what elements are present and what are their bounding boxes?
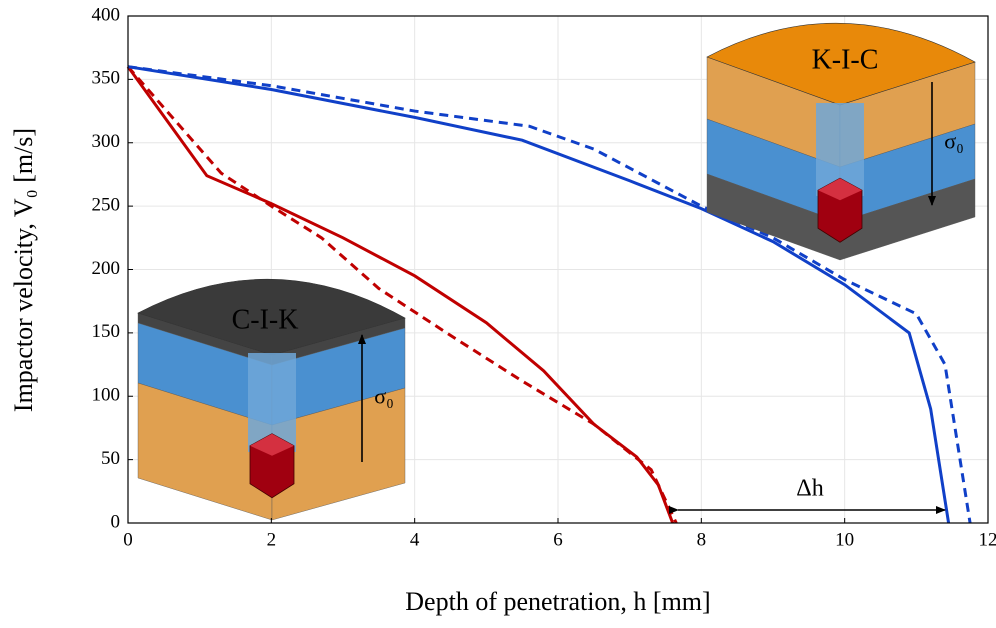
inset-top [137,278,406,356]
sigma-label: σ₀ [374,384,394,409]
y-axis-label: Impactor velocity, V₀ [m/s] [9,128,38,412]
y-tick-label: 50 [101,448,120,469]
inset: C-I-K σ₀ [137,278,406,521]
y-tick-label: 300 [92,131,121,152]
y-tick-label: 350 [92,68,121,89]
y-tick-label: 100 [92,385,121,406]
inset: K-I-C σ₀ [706,22,976,261]
impactor-top [250,433,294,456]
x-tick-label: 6 [553,529,563,550]
series-line [127,65,951,524]
y-tick-label: 400 [92,4,121,25]
impactor-top [818,178,862,201]
x-tick-label: 2 [267,529,277,550]
series-line [126,65,675,524]
x-tick-label: 12 [979,529,996,550]
sigma-label: σ₀ [944,129,964,154]
series-line [126,65,678,524]
x-tick-label: 8 [697,529,707,550]
inset-top [706,22,976,106]
x-tick-label: 10 [835,529,854,550]
lines [126,65,972,524]
inset-layer [839,178,976,261]
y-tick-label: 200 [92,258,121,279]
y-tick-label: 150 [92,321,121,342]
delta-label: Δh [796,476,823,502]
series-line [127,65,972,524]
y-tick-label: 0 [111,511,121,532]
insets: K-I-C σ₀ C-I-K σ₀ [137,22,976,521]
inset-label: K-I-C [812,44,879,75]
x-axis-label: Depth of penetration, h [mm] [405,587,710,616]
x-tick-label: 0 [123,529,133,550]
x-tick-label: 4 [410,529,420,550]
y-tick-label: 250 [92,194,121,215]
inset-label: C-I-K [232,304,299,335]
